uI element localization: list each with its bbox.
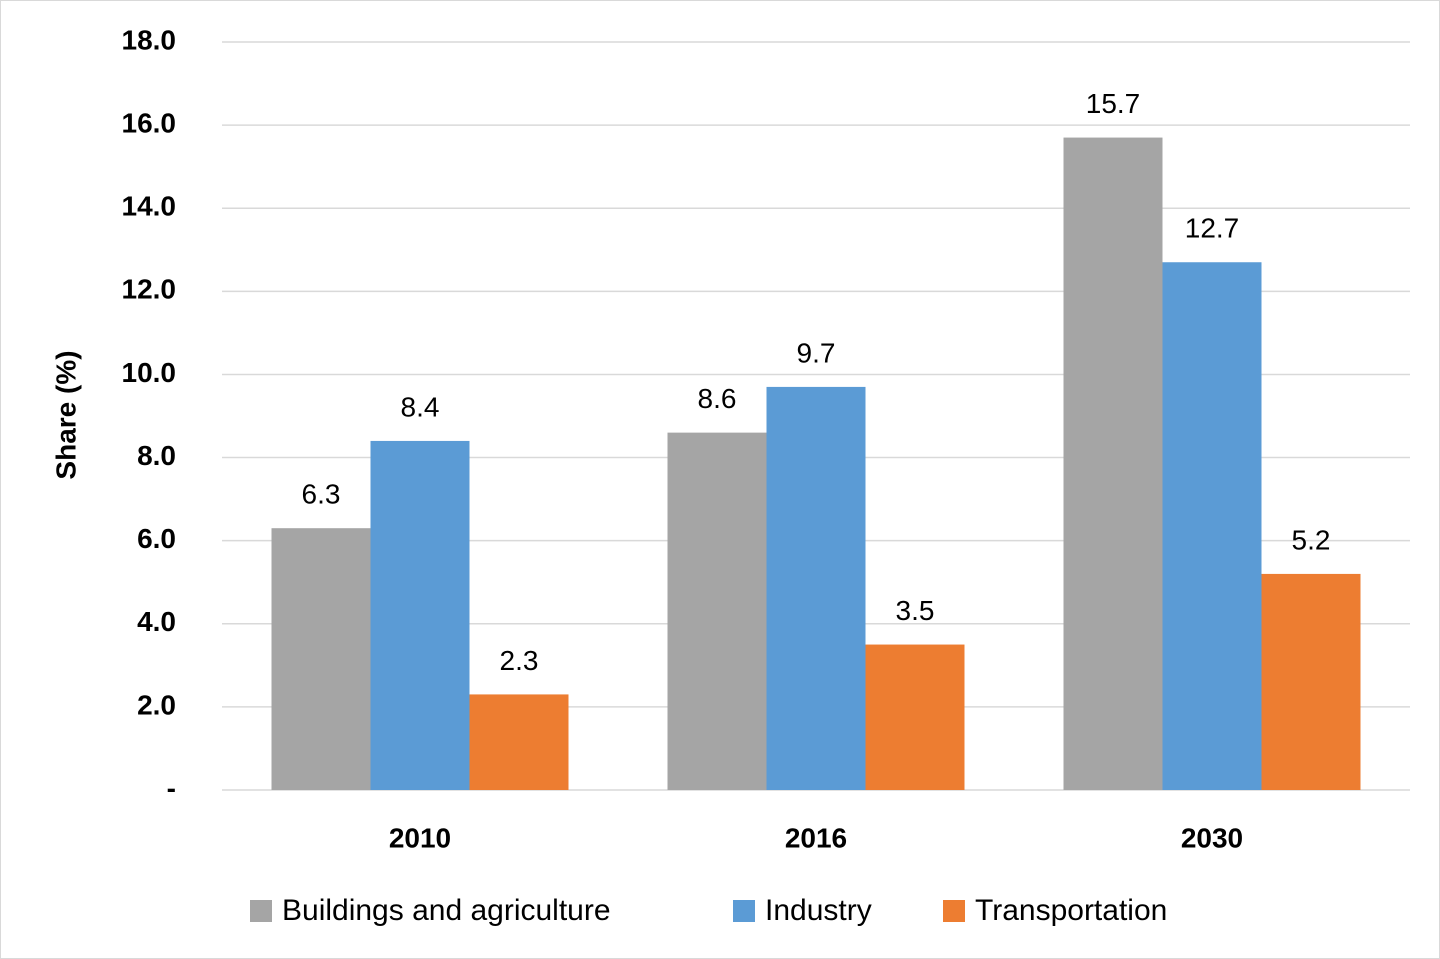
data-label: 3.5 [896, 595, 935, 626]
data-label: 12.7 [1185, 213, 1240, 244]
legend-swatch [733, 900, 755, 922]
bar [370, 440, 470, 790]
bar [766, 386, 866, 790]
y-tick-label: 16.0 [122, 108, 177, 139]
data-label: 15.7 [1086, 88, 1141, 119]
y-tick-label: 8.0 [137, 440, 176, 471]
y-tick-label: 12.0 [122, 274, 177, 305]
data-label: 2.3 [500, 645, 539, 676]
y-tick-label: 10.0 [122, 357, 177, 388]
legend-swatch [943, 900, 965, 922]
data-label: 8.6 [698, 383, 737, 414]
legend-label: Buildings and agriculture [282, 894, 611, 927]
data-label: 8.4 [401, 391, 440, 422]
bar [1162, 262, 1262, 790]
x-tick-label: 2010 [389, 822, 451, 853]
y-tick-label: 6.0 [137, 523, 176, 554]
data-label: 5.2 [1292, 524, 1331, 555]
y-tick-label: 2.0 [137, 689, 176, 720]
y-tick-label: 18.0 [122, 24, 177, 55]
legend-label: Industry [765, 894, 872, 927]
x-tick-label: 2030 [1181, 822, 1243, 853]
y-tick-label: 14.0 [122, 191, 177, 222]
legend-swatch [250, 900, 272, 922]
x-tick-label: 2016 [785, 822, 847, 853]
y-axis-label: Share (%) [50, 350, 81, 479]
legend-label: Transportation [975, 894, 1167, 927]
y-tick-label: 4.0 [137, 606, 176, 637]
data-label: 6.3 [302, 479, 341, 510]
data-label: 9.7 [797, 337, 836, 368]
bar [1261, 573, 1361, 790]
bar [667, 432, 767, 790]
bar [865, 644, 965, 790]
y-tick-label: - [167, 772, 176, 803]
bar [1063, 137, 1163, 791]
bar [469, 694, 569, 790]
bar [271, 528, 371, 790]
